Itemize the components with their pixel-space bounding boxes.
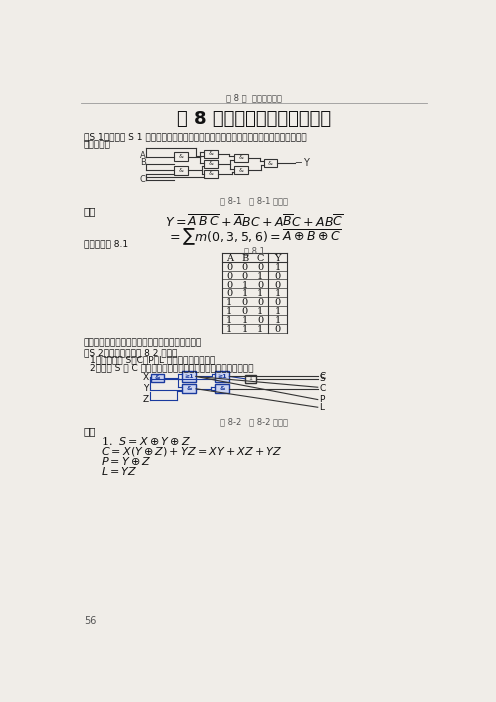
Text: $C=X(Y\oplus Z)+YZ=XY+XZ+YZ$: $C=X(Y\oplus Z)+YZ=XY+XZ+YZ$ [101, 445, 282, 458]
Text: 1.  $S=X\oplus Y\oplus Z$: 1. $S=X\oplus Y\oplus Z$ [101, 435, 191, 447]
Text: 根据真值表可以判断该电路是三变量异或非电路。: 根据真值表可以判断该电路是三变量异或非电路。 [84, 338, 202, 347]
Text: $L=YZ$: $L=YZ$ [101, 465, 137, 477]
Text: 0: 0 [257, 281, 263, 290]
Text: &: & [268, 161, 273, 166]
Bar [204, 159, 218, 168]
Text: 逻辑功能。: 逻辑功能。 [84, 140, 111, 150]
Text: 0: 0 [274, 281, 281, 290]
Text: 1: 1 [274, 289, 281, 298]
Text: 1: 1 [257, 289, 263, 298]
Text: Y: Y [143, 383, 149, 392]
Text: &: & [155, 376, 160, 380]
Text: B: B [241, 254, 248, 263]
Text: 1: 1 [226, 307, 233, 316]
Text: 表 8.1: 表 8.1 [244, 246, 265, 256]
Text: 1: 1 [226, 325, 233, 334]
Text: 1: 1 [226, 298, 233, 307]
Text: 0: 0 [257, 298, 263, 307]
Text: 1: 1 [242, 281, 248, 290]
Text: 图 8-1   题 8-1 电路图: 图 8-1 题 8-1 电路图 [220, 196, 288, 205]
Text: 1: 1 [242, 289, 248, 298]
Bar [182, 384, 196, 393]
Bar [151, 374, 164, 382]
Bar [175, 166, 188, 175]
Text: 0: 0 [274, 298, 281, 307]
Bar [204, 150, 218, 158]
Text: A: A [226, 254, 233, 263]
Text: &: & [208, 171, 213, 176]
Text: 0: 0 [274, 325, 281, 334]
Text: 0: 0 [242, 272, 248, 281]
Text: 1: 1 [274, 307, 281, 316]
Text: C: C [140, 176, 146, 184]
Text: 0: 0 [226, 289, 233, 298]
Text: Y: Y [274, 254, 281, 263]
Text: $=\sum m(0,3,5,6)=\overline{A\oplus B\oplus C}$: $=\sum m(0,3,5,6)=\overline{A\oplus B\op… [167, 226, 341, 246]
Text: 【S 2】逻辑电路如图 8 2 所示：: 【S 2】逻辑电路如图 8 2 所示： [84, 348, 177, 357]
Bar [245, 375, 256, 383]
Text: X: X [143, 373, 149, 382]
Text: Z: Z [143, 395, 149, 404]
Text: 1: 1 [274, 263, 281, 272]
Text: L: L [319, 403, 324, 412]
Text: P: P [319, 395, 325, 404]
Text: ≥1: ≥1 [185, 374, 194, 379]
Bar [215, 384, 229, 393]
Text: 1．写出输出 S、C、P、L 的逻辑函数表达式；: 1．写出输出 S、C、P、L 的逻辑函数表达式； [90, 356, 215, 364]
Text: 2．当取 S 和 C 作为电路的输出时，此电路的逻辑功能是什么？: 2．当取 S 和 C 作为电路的输出时，此电路的逻辑功能是什么？ [90, 364, 253, 372]
Text: 第 8 章组合数字电路习题解答: 第 8 章组合数字电路习题解答 [177, 110, 331, 128]
Text: 1: 1 [248, 376, 252, 381]
Text: 56: 56 [84, 616, 96, 625]
Text: A: A [140, 152, 146, 160]
Text: S: S [319, 374, 325, 383]
Text: 解：: 解： [84, 427, 96, 437]
Text: 1: 1 [257, 325, 263, 334]
Text: 真值表见表 8.1: 真值表见表 8.1 [84, 239, 128, 248]
Text: &: & [220, 386, 225, 391]
Text: 0: 0 [257, 316, 263, 325]
Text: &: & [179, 168, 184, 173]
Text: 0: 0 [242, 298, 248, 307]
Text: B: B [140, 158, 146, 167]
Text: 1: 1 [257, 272, 263, 281]
Bar [204, 170, 218, 178]
Text: $P=Y\oplus Z$: $P=Y\oplus Z$ [101, 455, 151, 467]
Text: &: & [208, 161, 213, 166]
Text: 0: 0 [242, 263, 248, 272]
Text: &: & [239, 168, 244, 173]
Bar [182, 371, 196, 382]
Text: 0: 0 [226, 281, 233, 290]
Bar [175, 152, 188, 161]
Text: 【S 1】分析图 S 1 所示电路的逻辑功能，写出输出的逻辑表达式，列出真值表，说明其: 【S 1】分析图 S 1 所示电路的逻辑功能，写出输出的逻辑表达式，列出真值表，… [84, 132, 307, 141]
Text: &: & [208, 152, 213, 157]
Bar [263, 159, 277, 167]
Text: C: C [319, 384, 325, 393]
Bar [215, 371, 229, 382]
Text: 0: 0 [226, 272, 233, 281]
Text: 解：: 解： [84, 206, 96, 216]
Text: &: & [186, 386, 192, 391]
Text: 图 8-2   题 8-2 电路图: 图 8-2 题 8-2 电路图 [220, 417, 288, 426]
Text: 1: 1 [226, 316, 233, 325]
Bar [234, 154, 248, 162]
Text: 0: 0 [257, 263, 263, 272]
Text: 1: 1 [274, 316, 281, 325]
Text: 1: 1 [257, 307, 263, 316]
Text: C: C [319, 372, 325, 381]
Text: ─ Y: ─ Y [295, 158, 310, 168]
Text: 0: 0 [242, 307, 248, 316]
Text: ≥1: ≥1 [218, 374, 227, 379]
Bar [234, 166, 248, 174]
Text: 0: 0 [274, 272, 281, 281]
Text: C: C [257, 254, 264, 263]
Text: 1: 1 [242, 316, 248, 325]
Text: 0: 0 [226, 263, 233, 272]
Text: 1: 1 [242, 325, 248, 334]
Text: $Y=\overline{A}\,\overline{B}\,\overline{C}+\overline{A}BC+A\overline{B}C+AB\ove: $Y=\overline{A}\,\overline{B}\,\overline… [165, 213, 343, 230]
Text: 第 8 章  组合数字电路: 第 8 章 组合数字电路 [226, 93, 282, 102]
Text: &: & [239, 155, 244, 160]
Text: &: & [179, 154, 184, 159]
